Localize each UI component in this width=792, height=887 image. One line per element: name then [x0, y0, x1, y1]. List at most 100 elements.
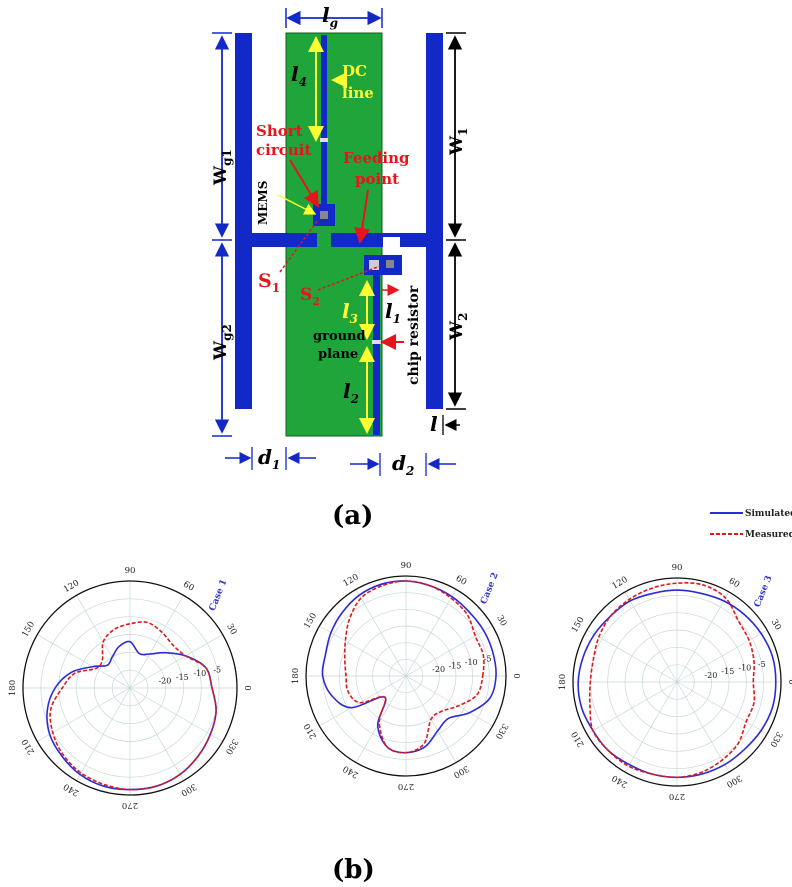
polar-plot-case-2: 0 30 60 90 120 150 180 210 240 270 300 330 -20 -15 -10…: [291, 561, 521, 791]
grid-spoke: [676, 629, 768, 683]
outer-ring: [572, 577, 782, 787]
svg-text:l2: l2: [343, 379, 359, 406]
svg-text:S1: S1: [258, 270, 280, 295]
angle-tick-label: 150: [20, 620, 37, 639]
radial-tick-label: -10: [465, 658, 478, 667]
chip-resistor-text: chip resistor: [406, 285, 422, 385]
grid-spoke: [129, 687, 184, 781]
radial-tick-label: -15: [721, 667, 734, 676]
lg-sub: g: [330, 16, 338, 30]
bottom-trace: [373, 275, 380, 435]
w2-sub: 2: [456, 313, 470, 321]
s1-sub: 1: [272, 281, 280, 295]
radial-tick-label: -5: [758, 660, 766, 669]
w2-label: W: [447, 320, 467, 341]
angle-tick-label: 270: [398, 781, 414, 791]
svg-text:S2: S2: [300, 285, 320, 308]
d2-label: d: [392, 451, 406, 475]
angle-tick-label: 330: [223, 737, 240, 756]
grid-spoke: [319, 625, 407, 677]
grid-spoke: [624, 681, 678, 773]
grid-spoke: [586, 681, 678, 735]
svg-text:W2: W2: [447, 313, 470, 341]
lg-label: l: [322, 3, 330, 27]
angle-tick-label: 210: [20, 737, 37, 756]
l4-sub: 4: [299, 75, 307, 89]
svg-text:l4: l4: [291, 62, 307, 89]
grid-spoke: [129, 595, 184, 689]
dc-line-text-1: DC: [342, 62, 367, 80]
angle-tick-label: 150: [302, 611, 319, 630]
grid-spoke: [405, 589, 457, 677]
l2-sub: 2: [350, 392, 359, 406]
grid-spoke: [355, 589, 407, 677]
grid-spoke: [405, 625, 493, 677]
l-label: l: [430, 412, 438, 436]
dc-line-trace: [321, 35, 327, 205]
center-horizontal-line: [331, 233, 383, 247]
left-arm: [235, 33, 252, 409]
case-title: Case 3: [753, 574, 775, 609]
angle-tick-label: 90: [401, 561, 412, 571]
l4-label: l: [291, 62, 299, 86]
grid-spoke: [355, 675, 407, 763]
angle-tick-label: 60: [181, 580, 195, 594]
grid-spoke: [586, 629, 678, 683]
mems-text: MEMS: [256, 181, 270, 225]
s2-sub: 2: [312, 295, 320, 308]
svg-text:d2: d2: [392, 451, 414, 478]
w1-label: W: [447, 135, 467, 156]
angle-tick-label: 60: [454, 574, 468, 588]
s2-label: S: [300, 285, 312, 305]
angle-tick-label: 90: [125, 566, 136, 576]
chip-resistor-gap: [372, 340, 381, 344]
w1-sub: 1: [456, 128, 470, 136]
grid-spoke: [676, 681, 768, 735]
radial-tick-label: -10: [193, 669, 206, 678]
angle-tick-label: 30: [224, 622, 238, 636]
angle-tick-label: 210: [570, 729, 587, 748]
ground-plane-text-1: ground: [313, 329, 366, 344]
radial-tick-label: -15: [448, 662, 461, 671]
svg-text:W1: W1: [447, 128, 470, 156]
mems-switch: [320, 211, 328, 219]
outer-ring: [305, 575, 507, 777]
grid-spoke: [37, 634, 131, 689]
radial-tick-label: -5: [213, 665, 221, 674]
antenna-layout: lg Wg1 Wg2 W1 W2 l4 DC line Short circui…: [211, 3, 470, 478]
series-measured: [588, 582, 756, 779]
angle-tick-label: 0: [242, 685, 252, 690]
radial-tick-label: -20: [432, 665, 445, 674]
d1-sub: 1: [272, 458, 280, 472]
radial-tick-label: -20: [158, 677, 171, 686]
svg-text:d1: d1: [258, 445, 280, 472]
wg1-label: W: [211, 165, 231, 186]
polar-plot-case-1: 0 30 60 90 120 150 180 210 240 270 300 330 -20 -15 -10…: [8, 566, 252, 810]
svg-text:Wg2: Wg2: [211, 324, 234, 361]
angle-tick-label: 120: [341, 572, 360, 589]
l3-sub: 3: [350, 312, 358, 326]
legend-simulated-label: Simulated: [745, 509, 792, 519]
right-arm: [426, 33, 443, 409]
s2-inner: [369, 260, 379, 270]
d2-sub: 2: [405, 464, 414, 478]
radial-tick-label: -20: [704, 671, 717, 680]
angle-tick-label: 240: [341, 763, 360, 780]
angle-tick-label: 300: [724, 772, 743, 789]
angle-tick-label: 120: [62, 578, 81, 595]
grid-spoke: [405, 675, 493, 727]
svg-text:Wg1: Wg1: [211, 149, 234, 186]
angle-tick-label: 120: [610, 575, 629, 592]
wg2-sub: g2: [220, 324, 234, 341]
svg-text:l3: l3: [342, 299, 358, 326]
angle-tick-label: 300: [179, 781, 198, 798]
angle-tick-label: 210: [302, 721, 319, 740]
svg-text:lg: lg: [322, 3, 338, 30]
panel-a-caption: (a): [332, 501, 373, 531]
series-measured: [343, 580, 485, 754]
angle-tick-label: 330: [493, 721, 510, 740]
d1-label: d: [258, 445, 272, 469]
grid-spoke: [76, 687, 131, 781]
right-stub: [383, 233, 400, 237]
